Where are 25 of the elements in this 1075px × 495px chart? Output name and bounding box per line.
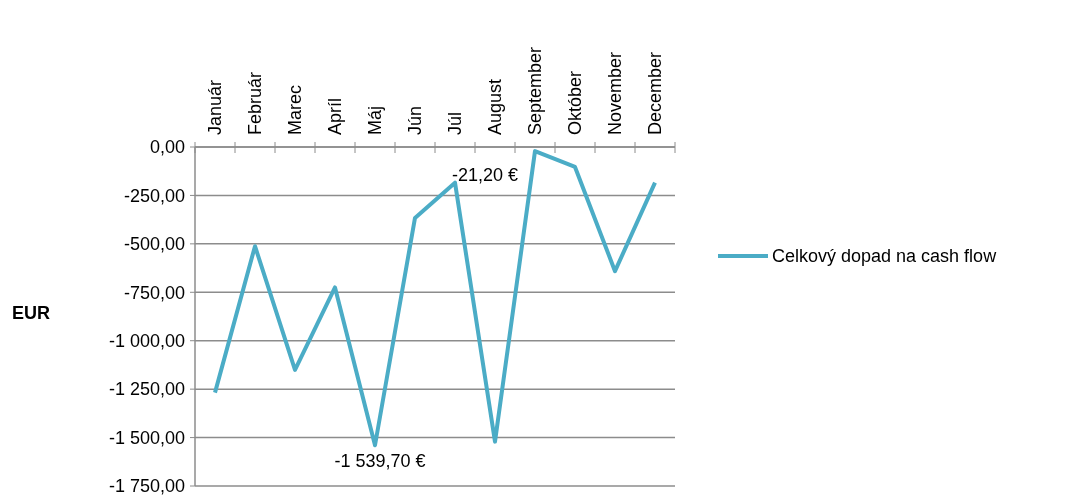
x-tick-label: November: [605, 51, 625, 135]
y-axis-title: EUR: [12, 302, 51, 323]
y-tick-label: -750,00: [123, 282, 185, 303]
x-tick-label: Február: [245, 71, 265, 135]
y-tick-label: -1 500,00: [108, 427, 185, 448]
y-tick-label: -1 250,00: [108, 379, 185, 400]
x-tick-label: August: [485, 78, 505, 135]
legend-label: Celkový dopad na cash flow: [772, 246, 998, 267]
annotation: -1 539,70 €: [334, 451, 426, 472]
x-tick-label: Jún: [405, 105, 425, 135]
x-tick-label: Apríl: [325, 97, 345, 135]
y-tick-label: -1 000,00: [108, 331, 185, 352]
x-tick-label: Október: [565, 70, 585, 135]
y-tick-label: -250,00: [123, 185, 185, 206]
line-series: [213, 149, 657, 448]
x-tick-label: Január: [205, 79, 225, 135]
x-tick-label: Máj: [365, 105, 385, 135]
x-tick-label: Júl: [445, 111, 465, 135]
x-tick-label: December: [645, 51, 665, 135]
y-tick-label: -500,00: [123, 234, 185, 255]
x-tick-label: September: [525, 46, 545, 135]
y-tick-label: 0,00: [149, 137, 185, 158]
annotation: -21,20 €: [451, 165, 519, 186]
y-tick-label: -1 750,00: [108, 476, 185, 495]
x-tick-label: Marec: [285, 84, 305, 135]
